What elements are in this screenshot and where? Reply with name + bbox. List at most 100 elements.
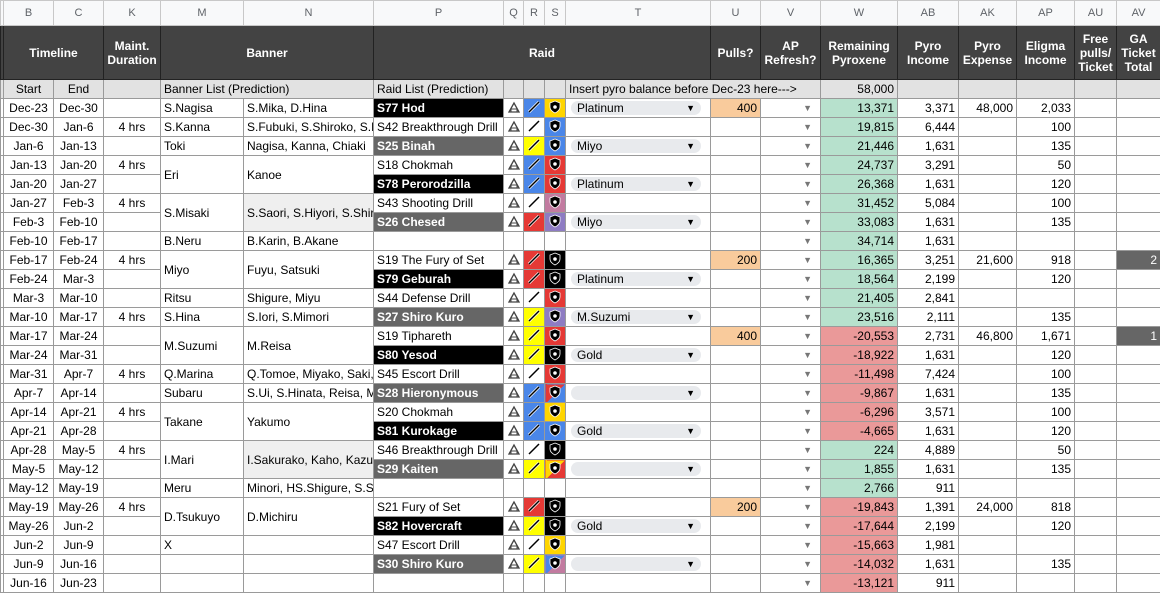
attack-type: [523, 117, 545, 137]
ap-refresh[interactable]: ▼: [760, 345, 821, 365]
ga-ticket-total: [1116, 554, 1160, 574]
ap-refresh[interactable]: ▼: [760, 307, 821, 327]
difficulty-dropdown[interactable]: Gold ▼: [571, 519, 701, 533]
raid: S26 Chesed: [373, 212, 504, 232]
banner: B.Neru: [160, 231, 244, 251]
pyro-income: 1,631: [897, 554, 959, 574]
difficulty-value: Platinum: [577, 272, 624, 286]
pulls: [710, 117, 761, 137]
banner-units: B.Karin, B.Akane: [243, 231, 374, 251]
raid: S29 Kaiten: [373, 459, 504, 479]
ap-refresh[interactable]: ▼: [760, 459, 821, 479]
header-cell: Free pulls/ Ticket: [1074, 25, 1117, 80]
difficulty-dropdown[interactable]: Gold ▼: [571, 424, 701, 438]
terrain-glyph: [507, 462, 520, 474]
difficulty-dropdown[interactable]: Miyo ▼: [571, 139, 701, 153]
difficulty-value: Gold: [577, 424, 603, 438]
ap-refresh[interactable]: ▼: [760, 117, 821, 137]
ap-refresh[interactable]: ▼: [760, 516, 821, 536]
terrain-glyph: [507, 519, 520, 531]
ap-refresh[interactable]: ▼: [760, 478, 821, 498]
difficulty-dropdown[interactable]: ▼: [571, 557, 701, 571]
difficulty-dropdown[interactable]: Platinum ▼: [571, 177, 701, 191]
ga-ticket-total: [1116, 98, 1160, 118]
dropdown-arrow: ▼: [686, 217, 695, 227]
sword-glyph: [527, 119, 541, 132]
sword-glyph: [527, 138, 541, 151]
maintenance: [103, 535, 161, 555]
ap-refresh[interactable]: ▼: [760, 535, 821, 555]
ap-refresh[interactable]: ▼: [760, 402, 821, 422]
eligma-income: 135: [1016, 307, 1075, 327]
terrain-icon: [503, 364, 524, 384]
ap-refresh[interactable]: ▼: [760, 250, 821, 270]
ap-refresh[interactable]: ▼: [760, 554, 821, 574]
pyro-income: 1,631: [897, 383, 959, 403]
remaining-pyroxene: -9,867: [820, 383, 898, 403]
remaining-pyroxene: 1,855: [820, 459, 898, 479]
ap-refresh[interactable]: ▼: [760, 440, 821, 460]
subheader-cell: Raid List (Prediction): [373, 79, 504, 99]
end-date: May-19: [53, 478, 104, 498]
remaining-pyroxene: -19,843: [820, 497, 898, 517]
free-pulls: [1074, 326, 1117, 346]
shield-glyph: [549, 347, 561, 360]
ap-refresh[interactable]: ▼: [760, 326, 821, 346]
pulls: [710, 535, 761, 555]
ap-refresh[interactable]: ▼: [760, 231, 821, 251]
eligma-income: 120: [1016, 421, 1075, 441]
banner-units: S.Iori, S.Mimori: [243, 307, 374, 327]
attack-type: [523, 383, 545, 403]
data-row: Apr-28 May-5 4 hrs I.Mari I.Sakurako, Kaho, …: [0, 440, 1160, 479]
difficulty-dropdown[interactable]: Miyo ▼: [571, 215, 701, 229]
armor-type: [544, 250, 566, 270]
pyro-expense: [958, 478, 1017, 498]
difficulty-dropdown[interactable]: ▼: [571, 462, 701, 476]
ap-refresh[interactable]: ▼: [760, 98, 821, 118]
dropdown-arrow: ▼: [686, 464, 695, 474]
pulls: [710, 364, 761, 384]
pulls: [710, 136, 761, 156]
start-date: Feb-17: [3, 250, 54, 270]
difficulty-cell: [565, 535, 711, 555]
attack-type: [523, 155, 545, 175]
difficulty-dropdown[interactable]: Gold ▼: [571, 348, 701, 362]
maintenance: [103, 478, 161, 498]
attack-type: [523, 421, 545, 441]
pyro-expense: [958, 364, 1017, 384]
ga-ticket-total: [1116, 117, 1160, 137]
ap-refresh[interactable]: ▼: [760, 497, 821, 517]
difficulty-dropdown[interactable]: Platinum ▼: [571, 272, 701, 286]
ap-refresh[interactable]: ▼: [760, 421, 821, 441]
armor-type: [544, 193, 566, 213]
free-pulls: [1074, 288, 1117, 308]
sword-glyph: [527, 442, 541, 455]
raid: S21 Fury of Set: [373, 497, 504, 517]
difficulty-cell: Platinum ▼: [565, 174, 711, 194]
maintenance: [103, 421, 161, 441]
difficulty-dropdown[interactable]: ▼: [571, 386, 701, 400]
ap-refresh[interactable]: ▼: [760, 573, 821, 593]
ap-refresh[interactable]: ▼: [760, 383, 821, 403]
ap-refresh[interactable]: ▼: [760, 193, 821, 213]
ap-refresh[interactable]: ▼: [760, 212, 821, 232]
difficulty-dropdown[interactable]: M.Suzumi ▼: [571, 310, 701, 324]
difficulty-value: M.Suzumi: [577, 310, 631, 324]
terrain-icon: [503, 516, 524, 536]
ap-refresh[interactable]: ▼: [760, 269, 821, 289]
start-date: Jun-16: [3, 573, 54, 593]
eligma-income: 100: [1016, 117, 1075, 137]
pyro-expense: [958, 117, 1017, 137]
banner-units: Q.Tomoe, Miyako, Saki,: [243, 364, 374, 384]
ap-refresh[interactable]: ▼: [760, 136, 821, 156]
data-row: Jun-16 Jun-23 ▼ -13,121 911: [0, 573, 1160, 593]
ap-refresh[interactable]: ▼: [760, 364, 821, 384]
ap-refresh[interactable]: ▼: [760, 174, 821, 194]
difficulty-cell: [565, 440, 711, 460]
ap-refresh[interactable]: ▼: [760, 288, 821, 308]
sword-glyph: [527, 385, 541, 398]
ga-ticket-total: [1116, 573, 1160, 593]
armor-type: [544, 383, 566, 403]
difficulty-dropdown[interactable]: Platinum ▼: [571, 101, 701, 115]
ap-refresh[interactable]: ▼: [760, 155, 821, 175]
